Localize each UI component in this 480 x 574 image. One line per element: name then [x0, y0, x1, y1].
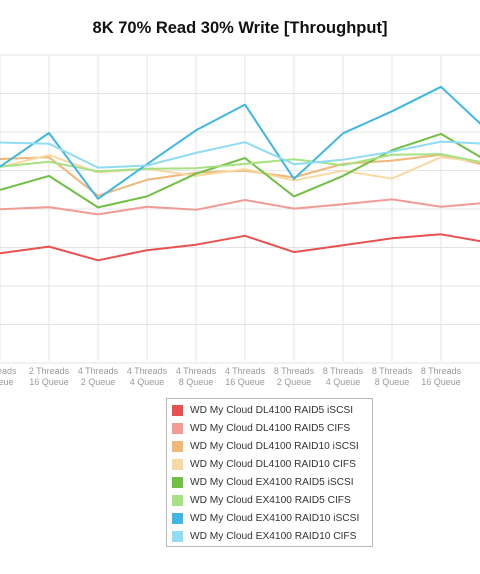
- legend-label: WD My Cloud DL4100 RAID5 iSCSI: [190, 404, 354, 416]
- legend-label: WD My Cloud DL4100 RAID5 CIFS: [190, 422, 351, 434]
- legend-swatch: [172, 440, 183, 452]
- series-line-6: [0, 85, 480, 200]
- x-tick-label: 4 Threads: [225, 366, 266, 376]
- x-tick-label: 8 Threads: [421, 366, 462, 376]
- legend-item[interactable]: WD My Cloud DL4100 RAID10 CIFS: [172, 457, 356, 471]
- x-tick-label: 4 Threads: [176, 366, 217, 376]
- series-lines: [0, 85, 480, 262]
- series-line-2: [0, 153, 480, 197]
- series-line-4: [0, 132, 480, 209]
- legend-swatch: [172, 494, 183, 506]
- legend-swatch: [172, 512, 183, 524]
- x-tick-label: Queue: [0, 377, 14, 387]
- legend-label: WD My Cloud DL4100 RAID10 CIFS: [190, 458, 356, 470]
- grid-lines: [0, 54, 480, 364]
- x-tick-label: Threads: [0, 366, 17, 376]
- legend-swatch: [172, 404, 183, 416]
- legend-item[interactable]: WD My Cloud DL4100 RAID5 CIFS: [172, 421, 350, 435]
- legend-item[interactable]: WD My Cloud EX4100 RAID5 CIFS: [172, 493, 351, 507]
- x-tick-label: 16 Queue: [29, 377, 69, 387]
- legend-item[interactable]: WD My Cloud DL4100 RAID5 iSCSI: [172, 403, 353, 417]
- legend-swatch: [172, 530, 183, 542]
- legend-swatch: [172, 422, 183, 434]
- x-tick-label: 8 Queue: [375, 377, 410, 387]
- series-line-0: [0, 233, 480, 262]
- x-tick-label: 4 Queue: [130, 377, 165, 387]
- legend-item[interactable]: WD My Cloud DL4100 RAID10 iSCSI: [172, 439, 359, 453]
- x-tick-label: 2 Queue: [277, 377, 312, 387]
- x-tick-label: 2 Threads: [29, 366, 70, 376]
- x-tick-label: 8 Threads: [323, 366, 364, 376]
- legend-swatch: [172, 458, 183, 470]
- x-tick-label: 4 Threads: [78, 366, 119, 376]
- x-tick-label: 8 Queue: [179, 377, 214, 387]
- legend: WD My Cloud DL4100 RAID5 iSCSI WD My Clou…: [166, 398, 373, 547]
- series-line-3: [0, 154, 480, 182]
- x-tick-label: 4 Queue: [326, 377, 361, 387]
- series-line-7: [0, 140, 480, 169]
- x-tick-label: 8 Threads: [274, 366, 315, 376]
- series-line-5: [0, 153, 480, 173]
- legend-label: WD My Cloud EX4100 RAID10 iSCSI: [190, 512, 360, 524]
- chart-title: 8K 70% Read 30% Write [Throughput]: [92, 19, 388, 37]
- legend-label: WD My Cloud EX4100 RAID5 iSCSI: [190, 476, 354, 488]
- legend-label: WD My Cloud DL4100 RAID10 iSCSI: [190, 440, 359, 452]
- legend-swatch: [172, 476, 183, 488]
- legend-item[interactable]: WD My Cloud EX4100 RAID10 iSCSI: [172, 511, 359, 525]
- x-tick-label: 2 Queue: [81, 377, 116, 387]
- x-tick-label: 4 Threads: [127, 366, 168, 376]
- x-tick-label: 8 Threads: [372, 366, 413, 376]
- x-tick-label: 16 Queue: [225, 377, 265, 387]
- legend-item[interactable]: WD My Cloud EX4100 RAID10 CIFS: [172, 529, 356, 543]
- legend-label: WD My Cloud EX4100 RAID10 CIFS: [190, 530, 357, 542]
- legend-label: WD My Cloud EX4100 RAID5 CIFS: [190, 494, 351, 506]
- series-line-1: [0, 198, 480, 216]
- x-tick-label: 16 Queue: [421, 377, 461, 387]
- legend-item[interactable]: WD My Cloud EX4100 RAID5 iSCSI: [172, 475, 354, 489]
